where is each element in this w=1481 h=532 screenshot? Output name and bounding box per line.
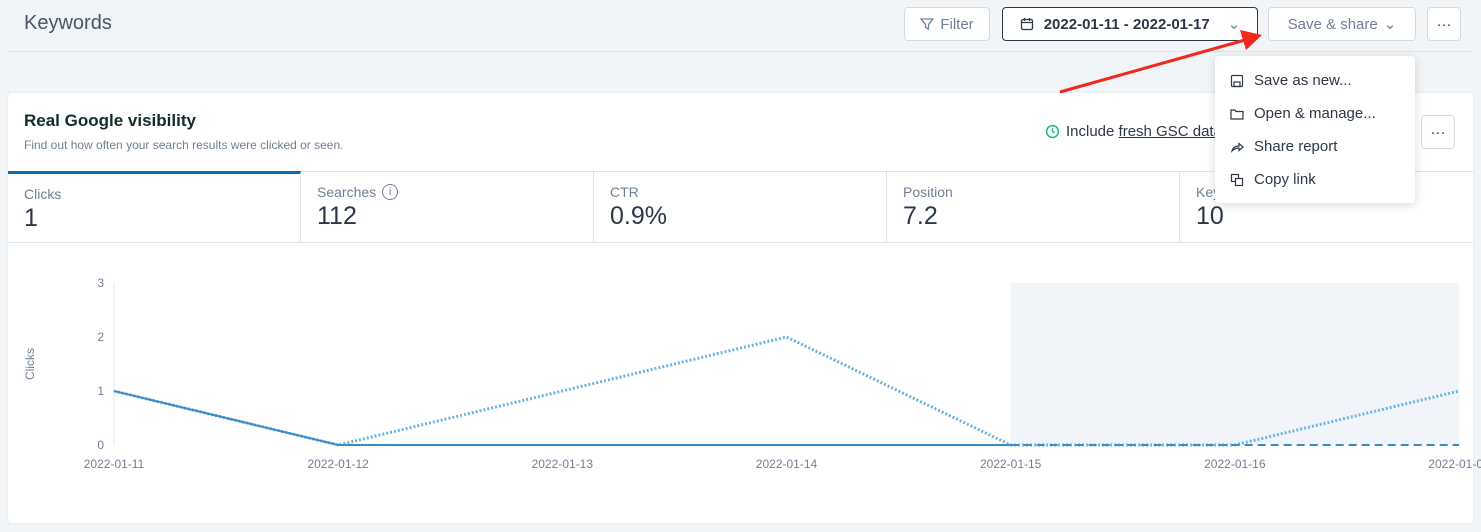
metric-value: 0.9%	[610, 202, 667, 230]
copy-icon	[1230, 173, 1244, 186]
metric-label: Searches	[317, 184, 377, 200]
y-tick-label: 0	[97, 438, 104, 452]
card-subtitle: Find out how often your search results w…	[24, 138, 344, 152]
menu-item-open-manage[interactable]: Open & manage...	[1215, 97, 1415, 130]
menu-item-copy-link[interactable]: Copy link	[1215, 163, 1415, 196]
page-header: Keywords Filter 2022-01-11 - 2022-01-17 …	[8, 0, 1473, 52]
gsc-link[interactable]: fresh GSC data	[1118, 123, 1222, 140]
y-tick-label: 3	[97, 276, 104, 290]
y-tick-label: 2	[97, 330, 104, 344]
menu-item-label: Open & manage...	[1254, 105, 1376, 122]
metric-label: Position	[903, 184, 953, 200]
x-tick-label: 2022-01-16	[1204, 457, 1266, 471]
filter-button[interactable]: Filter	[904, 7, 990, 41]
metric-value: 1	[24, 204, 38, 232]
metric-value: 7.2	[903, 202, 938, 230]
gsc-toggle[interactable]: Include fresh GSC data	[1045, 123, 1222, 140]
save-icon	[1230, 74, 1244, 87]
chevron-down-icon: ⌄	[1227, 16, 1241, 33]
menu-item-label: Share report	[1254, 138, 1338, 155]
card-title: Real Google visibility	[24, 111, 196, 130]
x-tick-label: 2022-01-11	[84, 457, 145, 471]
date-range-label: 2022-01-11 - 2022-01-17	[1043, 15, 1210, 33]
x-tick-label: 2022-01-15	[980, 457, 1042, 471]
x-tick-label: 2022-01-12	[307, 457, 369, 471]
metric-tabs: Clicks 1 Searches i 112 CTR 0.9% Position 7.2…	[8, 171, 1473, 243]
x-tick-label: 2022-01-01	[1428, 457, 1481, 471]
folder-icon	[1230, 108, 1244, 120]
y-axis-label: Clicks	[23, 348, 37, 380]
clicks-line	[113, 390, 1011, 446]
menu-item-share-report[interactable]: Share report	[1215, 130, 1415, 163]
filter-label: Filter	[940, 15, 974, 33]
calendar-icon	[1020, 18, 1033, 31]
filter-icon	[920, 18, 935, 31]
refresh-clock-icon	[1045, 124, 1060, 139]
chevron-down-icon: ⌄	[1383, 16, 1397, 33]
metric-value: 112	[317, 202, 357, 230]
tab-searches[interactable]: Searches i 112	[301, 172, 594, 242]
metric-label: CTR	[610, 184, 639, 200]
menu-item-label: Save as new...	[1254, 72, 1352, 89]
save-share-button[interactable]: Save & share ⌄	[1268, 7, 1416, 41]
menu-item-save-as-new[interactable]: Save as new...	[1215, 64, 1415, 97]
y-tick-label: 1	[97, 384, 104, 398]
more-options-button[interactable]: ···	[1427, 7, 1461, 41]
menu-item-label: Copy link	[1254, 171, 1316, 188]
x-tick-label: 2022-01-13	[532, 457, 594, 471]
tab-position[interactable]: Position 7.2	[887, 172, 1180, 242]
info-icon[interactable]: i	[382, 184, 399, 200]
metric-value: 10	[1196, 202, 1224, 230]
x-tick-label: 2022-01-14	[756, 457, 818, 471]
gsc-prefix: Include	[1066, 123, 1119, 140]
tab-ctr[interactable]: CTR 0.9%	[594, 172, 887, 242]
save-share-label: Save & share	[1287, 15, 1378, 33]
page-title: Keywords	[24, 12, 112, 34]
tab-clicks[interactable]: Clicks 1	[8, 171, 301, 242]
share-icon	[1230, 141, 1244, 153]
forecast-shade	[1010, 283, 1459, 445]
save-share-menu: Save as new... Open & manage... Share re…	[1215, 56, 1415, 203]
card-more-button[interactable]: ···	[1421, 115, 1455, 149]
metric-label: Clicks	[24, 186, 62, 202]
